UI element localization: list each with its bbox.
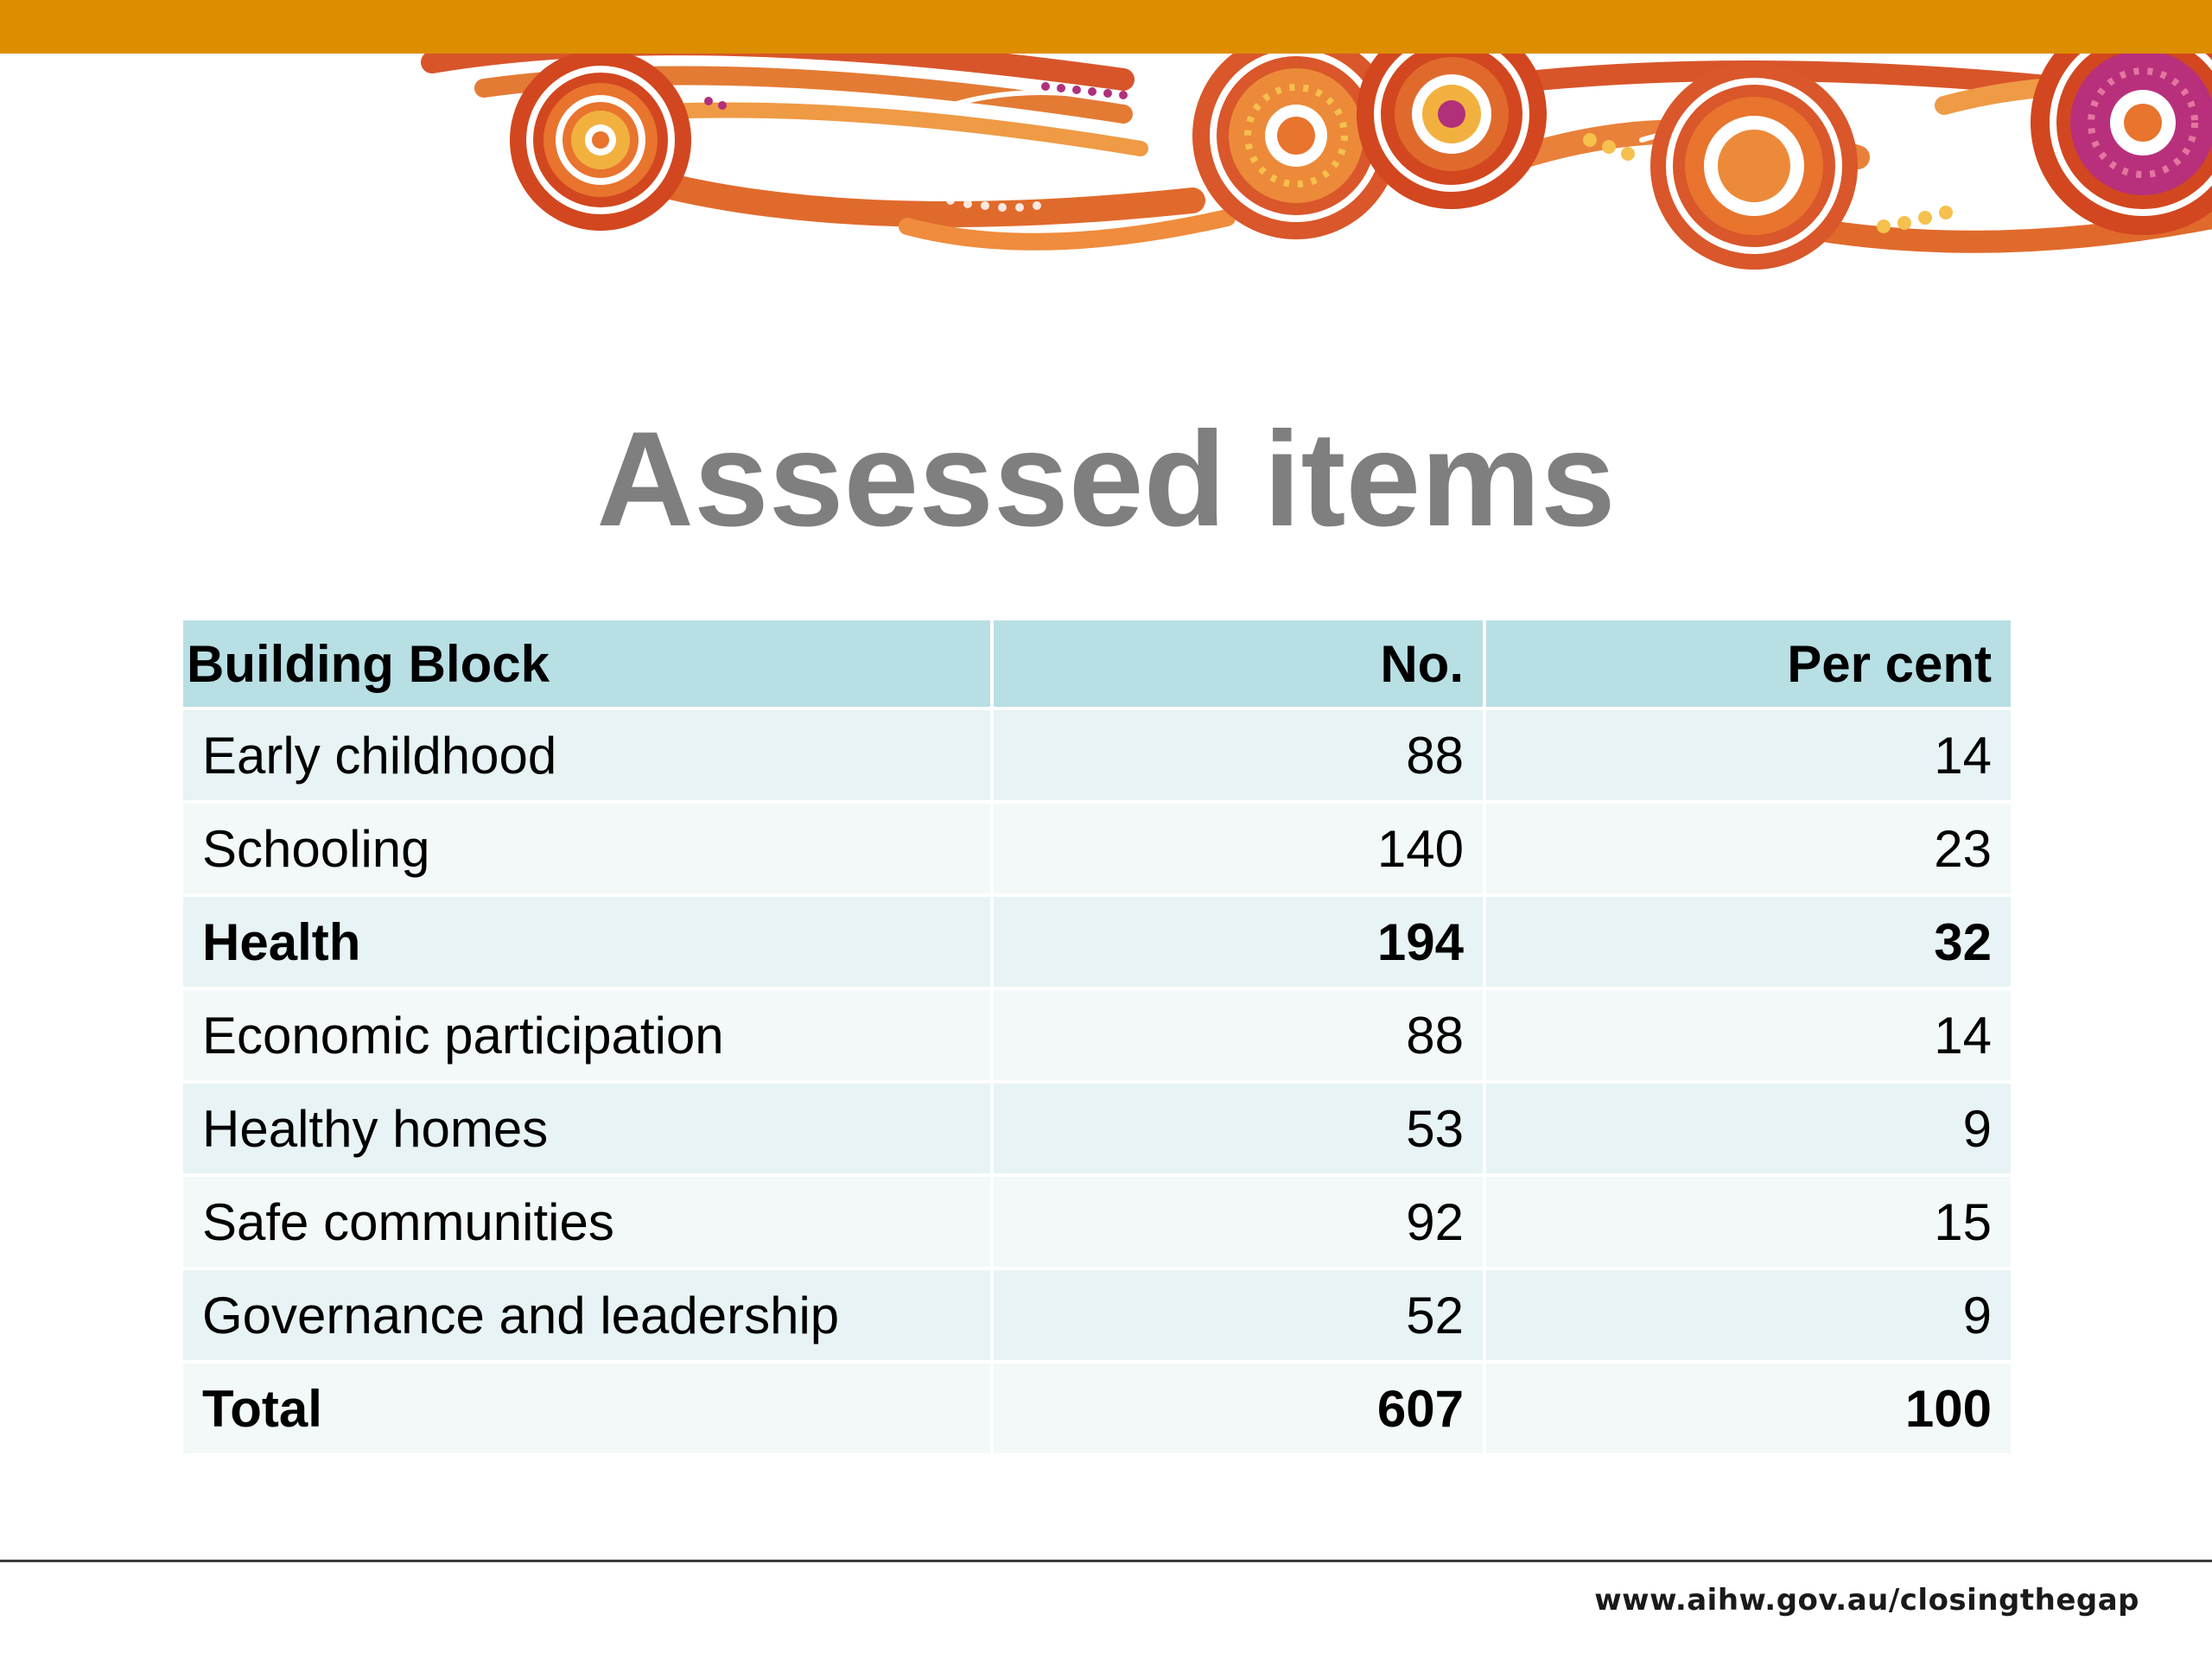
dot-painting-banner — [421, 54, 2212, 270]
row-number: 88 — [994, 990, 1483, 1080]
row-number: 88 — [994, 710, 1483, 800]
row-label: Healthy homes — [183, 1084, 990, 1173]
table-row-total: Total 607 100 — [183, 1363, 2011, 1453]
row-percent: 100 — [1486, 1363, 2011, 1453]
row-label: Safe communities — [183, 1177, 990, 1267]
table-row: Governance and leadership 52 9 — [183, 1270, 2011, 1360]
table-row: Safe communities 92 15 — [183, 1177, 2011, 1267]
row-number: 194 — [994, 897, 1483, 987]
footer-url: www.aihw.gov.au/closingthegap — [1594, 1583, 2139, 1618]
table-row: Schooling 140 23 — [183, 804, 2011, 893]
row-percent: 15 — [1486, 1177, 2011, 1267]
row-percent: 14 — [1486, 710, 2011, 800]
row-label: Early childhood — [183, 710, 990, 800]
row-percent: 32 — [1486, 897, 2011, 987]
row-label: Total — [183, 1363, 990, 1453]
row-number: 607 — [994, 1363, 1483, 1453]
row-number: 140 — [994, 804, 1483, 893]
row-label: Economic participation — [183, 990, 990, 1080]
circle-motif-3 — [1357, 54, 1547, 209]
footer-divider — [0, 1560, 2212, 1562]
circle-motif-1 — [510, 54, 691, 231]
row-number: 53 — [994, 1084, 1483, 1173]
row-percent: 23 — [1486, 804, 2011, 893]
row-percent: 14 — [1486, 990, 2011, 1080]
row-label: Schooling — [183, 804, 990, 893]
table-header-row: Building Block No. Per cent — [183, 620, 2011, 707]
header-building-block: Building Block — [183, 620, 990, 707]
top-color-bar — [0, 0, 2212, 54]
table-row: Healthy homes 53 9 — [183, 1084, 2011, 1173]
circle-motif-4 — [1650, 62, 1858, 270]
circle-motif-2 — [1192, 54, 1400, 239]
circle-motif-5 — [2031, 54, 2212, 235]
header-number: No. — [994, 620, 1483, 707]
table-row: Early childhood 88 14 — [183, 710, 2011, 800]
row-number: 52 — [994, 1270, 1483, 1360]
row-label: Health — [183, 897, 990, 987]
table-row: Economic participation 88 14 — [183, 990, 2011, 1080]
assessed-items-table: Building Block No. Per cent Early childh… — [180, 617, 2014, 1457]
header-per-cent: Per cent — [1486, 620, 2011, 707]
slide-title: Assessed items — [596, 404, 1616, 555]
row-number: 92 — [994, 1177, 1483, 1267]
table-row: Health 194 32 — [183, 897, 2011, 987]
row-label: Governance and leadership — [183, 1270, 990, 1360]
row-percent: 9 — [1486, 1270, 2011, 1360]
row-percent: 9 — [1486, 1084, 2011, 1173]
